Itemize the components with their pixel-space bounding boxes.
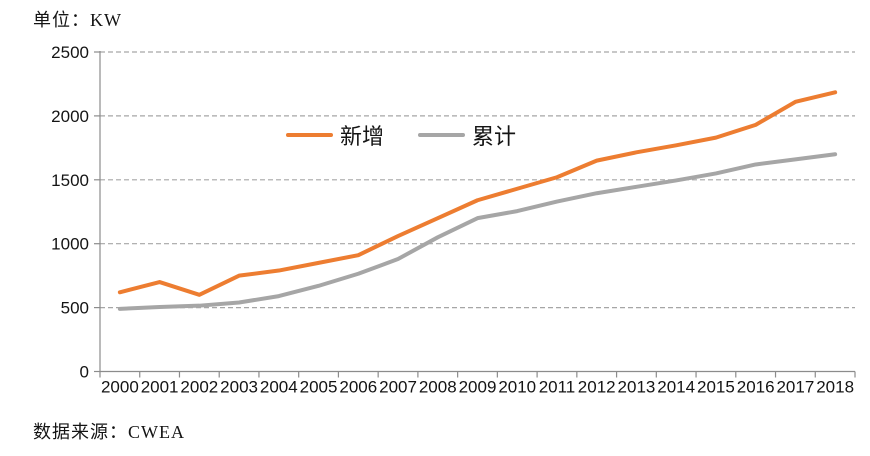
legend: 新增 累计 [286, 119, 516, 151]
x-tick-label-2001: 2001 [141, 378, 179, 397]
x-tick-label-2009: 2009 [459, 378, 497, 397]
source-note: 数据来源：CWEA [33, 422, 185, 442]
x-tick-label-2017: 2017 [776, 378, 814, 397]
series-line-新增 [117, 90, 838, 297]
x-tick-label-2010: 2010 [498, 378, 536, 397]
x-tick-label-2016: 2016 [737, 378, 775, 397]
x-tick-label-2008: 2008 [419, 378, 457, 397]
y-tick-label-1500: 1500 [51, 171, 89, 190]
series-line-累计 [117, 152, 838, 311]
y-tick-label-500: 500 [61, 299, 89, 318]
cumulative-series-swatch [418, 133, 466, 137]
y-tick-label-2000: 2000 [51, 107, 89, 126]
x-tick-label-2000: 2000 [101, 378, 139, 397]
x-tick-label-2018: 2018 [816, 378, 854, 397]
new-series-label: 新增 [340, 124, 385, 149]
x-tick-label-2004: 2004 [260, 378, 298, 397]
x-tick-label-2011: 2011 [539, 378, 576, 397]
x-tick-label-2003: 2003 [220, 378, 258, 397]
x-tick-label-2013: 2013 [618, 378, 656, 397]
legend-item-cumulative: 累计 [418, 119, 516, 151]
y-tick-label-2500: 2500 [51, 43, 89, 62]
unit-label: 单位：KW [33, 10, 122, 30]
x-tick-label-2002: 2002 [180, 378, 218, 397]
x-tick-label-2005: 2005 [300, 378, 338, 397]
x-tick-label-2014: 2014 [657, 378, 695, 397]
y-tick-label-0: 0 [80, 363, 89, 382]
new-series-swatch [286, 133, 333, 137]
cumulative-series-label: 累计 [472, 124, 517, 149]
x-tick-label-2007: 2007 [379, 378, 417, 397]
x-tick-label-2006: 2006 [339, 378, 377, 397]
legend-item-new: 新增 [286, 119, 384, 151]
x-tick-label-2012: 2012 [578, 378, 616, 397]
x-tick-label-2015: 2015 [697, 378, 735, 397]
y-tick-label-1000: 1000 [51, 235, 89, 254]
